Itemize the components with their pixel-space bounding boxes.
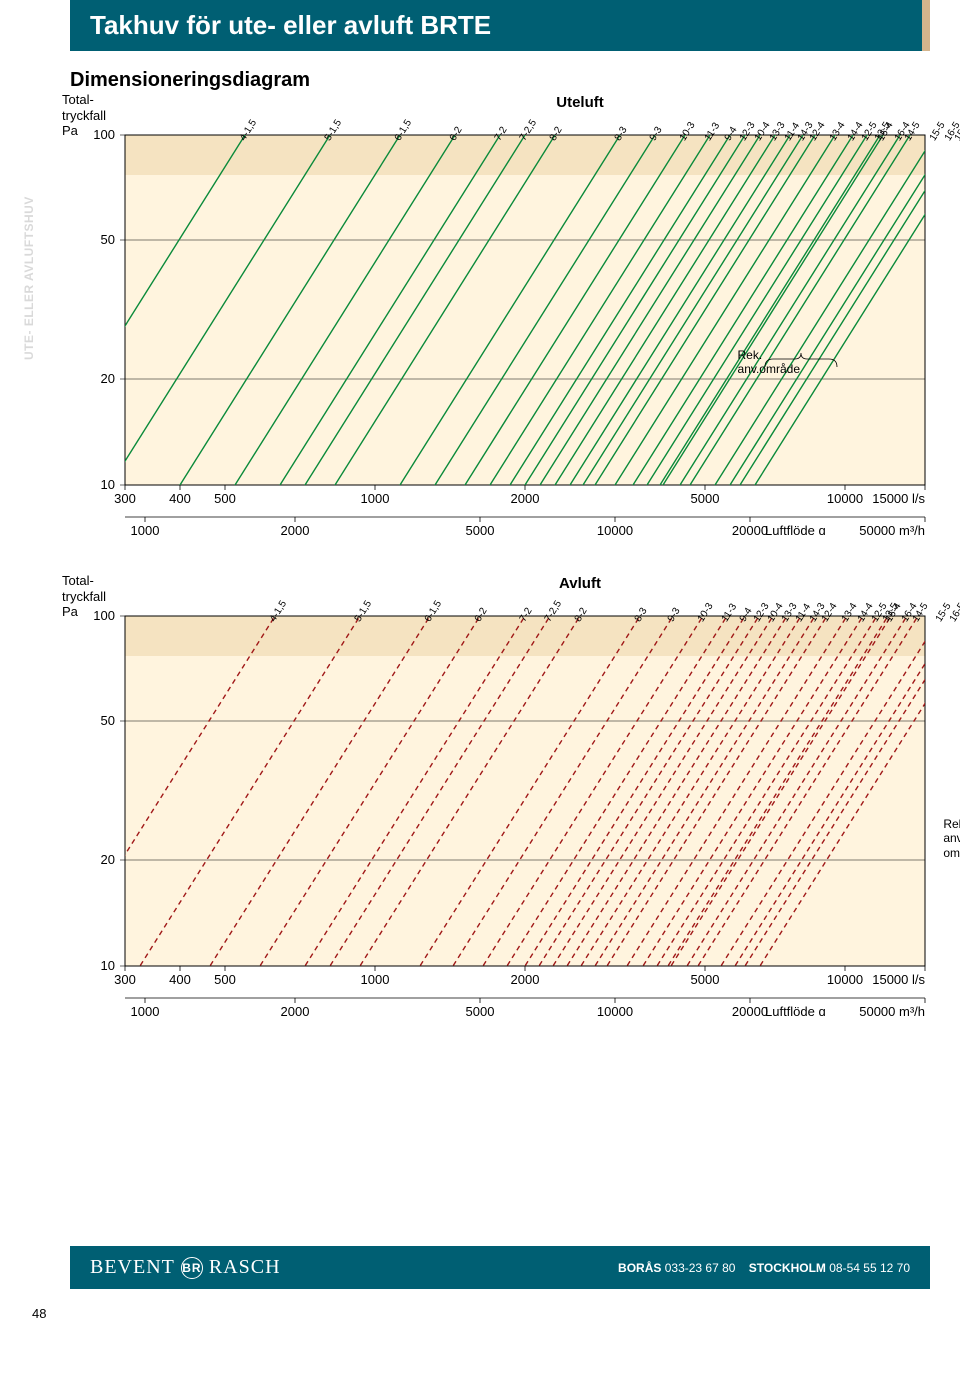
svg-text:400: 400 (169, 972, 191, 987)
svg-text:2000: 2000 (281, 523, 310, 535)
side-tab: UTE- ELLER AVLUFTSHUV (22, 196, 36, 360)
brand-name-2: RASCH (209, 1256, 281, 1279)
svg-text:1000: 1000 (131, 1004, 160, 1016)
svg-text:5000: 5000 (466, 523, 495, 535)
rek-area-label: Rek.anv.område (943, 817, 960, 860)
chart-subtitle: Avluft (230, 575, 930, 592)
svg-text:20000: 20000 (732, 523, 768, 535)
svg-text:5000: 5000 (466, 1004, 495, 1016)
svg-text:50000 m³/h: 50000 m³/h (859, 523, 925, 535)
footer-contact: BORÅS 033-23 67 80 STOCKHOLM 08-54 55 12… (618, 1261, 910, 1275)
footer-bar: BEVENT BR RASCH BORÅS 033-23 67 80 STOCK… (70, 1246, 930, 1289)
section-title: Dimensioneringsdiagram (70, 69, 930, 92)
svg-text:50: 50 (101, 713, 115, 728)
svg-text:15000 l/s: 15000 l/s (872, 972, 925, 987)
svg-text:20: 20 (101, 371, 115, 386)
svg-text:10000: 10000 (827, 972, 863, 987)
svg-text:50: 50 (101, 232, 115, 247)
svg-text:20000: 20000 (732, 1004, 768, 1016)
svg-text:10: 10 (101, 958, 115, 973)
svg-text:10000: 10000 (827, 491, 863, 506)
svg-text:20: 20 (101, 852, 115, 867)
brand-icon: BR (181, 1257, 203, 1279)
chart-plot: 1005020103004005001000200050001000015000… (70, 115, 930, 535)
chart-plot: 1005020103004005001000200050001000015000… (70, 596, 930, 1016)
page-title: Takhuv för ute- eller avluft BRTE (70, 0, 930, 51)
svg-text:Luftflöde q: Luftflöde q (765, 523, 826, 535)
page-number: 48 (32, 1306, 46, 1321)
svg-text:500: 500 (214, 491, 236, 506)
svg-text:5000: 5000 (691, 972, 720, 987)
chart-subtitle: Uteluft (230, 94, 930, 111)
rek-area-label: Rek.anv.område (738, 348, 800, 377)
brand-name-1: BEVENT (90, 1256, 175, 1279)
svg-text:10: 10 (101, 477, 115, 492)
svg-text:1000: 1000 (361, 972, 390, 987)
svg-text:400: 400 (169, 491, 191, 506)
chart-uteluft: UteluftTotal-tryckfallPa1005020103004005… (70, 94, 930, 535)
svg-text:2000: 2000 (511, 491, 540, 506)
svg-text:1000: 1000 (131, 523, 160, 535)
svg-text:2000: 2000 (511, 972, 540, 987)
svg-text:2000: 2000 (281, 1004, 310, 1016)
svg-text:15000 l/s: 15000 l/s (872, 491, 925, 506)
chart-avluft: AvluftTotal-tryckfallPa10050201030040050… (70, 575, 930, 1016)
svg-text:1000: 1000 (361, 491, 390, 506)
svg-text:Luftflöde q: Luftflöde q (765, 1004, 826, 1016)
y-axis-label: Total-tryckfallPa (62, 573, 106, 620)
svg-text:300: 300 (114, 491, 136, 506)
svg-text:10000: 10000 (597, 523, 633, 535)
svg-text:50000 m³/h: 50000 m³/h (859, 1004, 925, 1016)
svg-text:300: 300 (114, 972, 136, 987)
svg-text:500: 500 (214, 972, 236, 987)
svg-text:5000: 5000 (691, 491, 720, 506)
svg-text:10000: 10000 (597, 1004, 633, 1016)
footer-logo: BEVENT BR RASCH (90, 1256, 281, 1279)
y-axis-label: Total-tryckfallPa (62, 92, 106, 139)
